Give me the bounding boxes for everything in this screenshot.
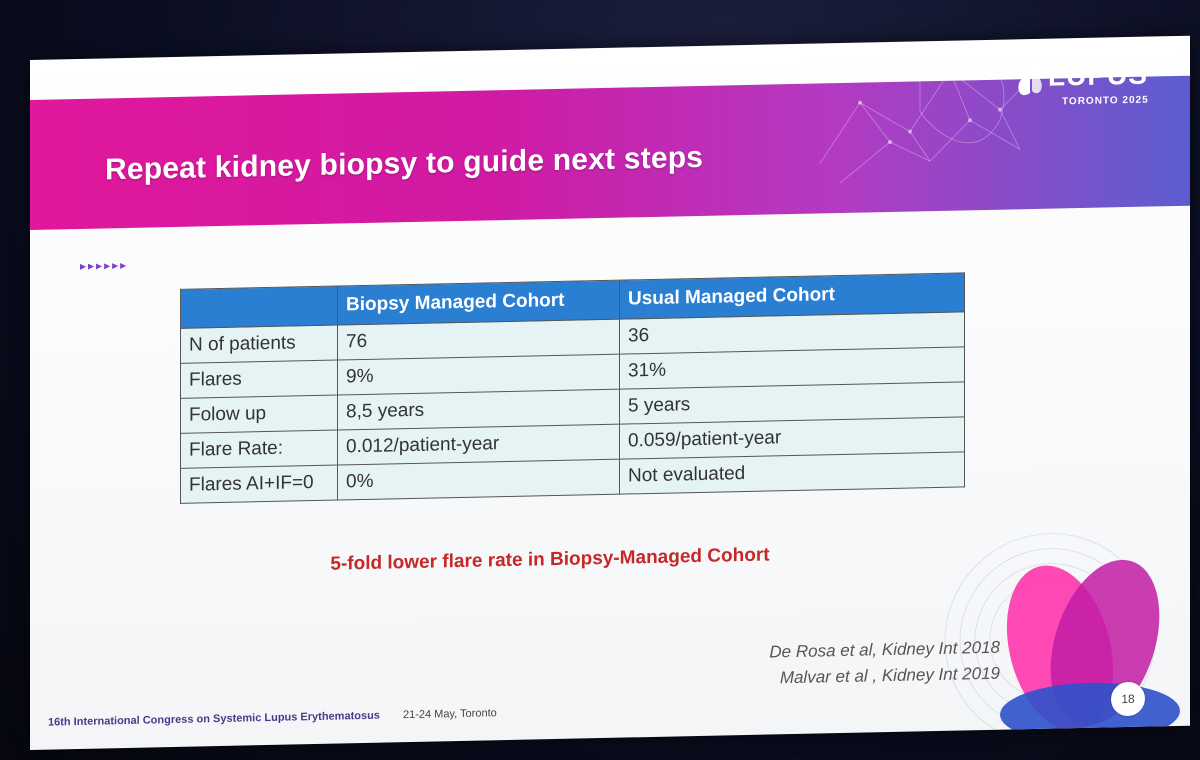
congress-name: 16th International Congress on Systemic … bbox=[48, 709, 380, 729]
footer: 16th International Congress on Systemic … bbox=[48, 707, 497, 728]
presentation-slide: Repeat kidney biopsy to guide next steps… bbox=[30, 35, 1190, 750]
table-cell: 8,5 years bbox=[337, 389, 620, 431]
cohort-comparison-table: Biopsy Managed Cohort Usual Managed Coho… bbox=[180, 272, 965, 504]
table-cell: Not evaluated bbox=[619, 451, 965, 495]
network-butterfly-decoration bbox=[819, 48, 1031, 184]
row-label: Flares bbox=[180, 360, 338, 399]
key-finding-text: 5-fold lower flare rate in Biopsy-Manage… bbox=[330, 544, 770, 575]
decorative-arrows: ▸▸▸▸▸▸ bbox=[80, 257, 129, 273]
table-header-cell bbox=[180, 286, 338, 329]
row-label: N of patients bbox=[180, 325, 338, 364]
row-label: Folow up bbox=[180, 395, 338, 434]
table-cell: 0% bbox=[337, 459, 620, 501]
lupus-logo: LUPUS TORONTO 2025 bbox=[1010, 47, 1150, 120]
table-cell: 76 bbox=[337, 319, 620, 361]
petal-decoration bbox=[944, 533, 1180, 732]
row-label: Flare Rate: bbox=[180, 430, 338, 469]
butterfly-logo-icon bbox=[1017, 56, 1044, 95]
table-cell: 0.012/patient-year bbox=[337, 424, 620, 466]
table-header-cell: Biopsy Managed Cohort bbox=[337, 280, 620, 326]
congress-date: 21-24 May, Toronto bbox=[402, 707, 497, 722]
row-label: Flares AI+IF=0 bbox=[180, 465, 338, 504]
logo-subtitle: TORONTO 2025 bbox=[1062, 94, 1149, 108]
table-cell: 9% bbox=[337, 354, 620, 396]
logo-wordmark: LUPUS bbox=[1048, 58, 1148, 92]
